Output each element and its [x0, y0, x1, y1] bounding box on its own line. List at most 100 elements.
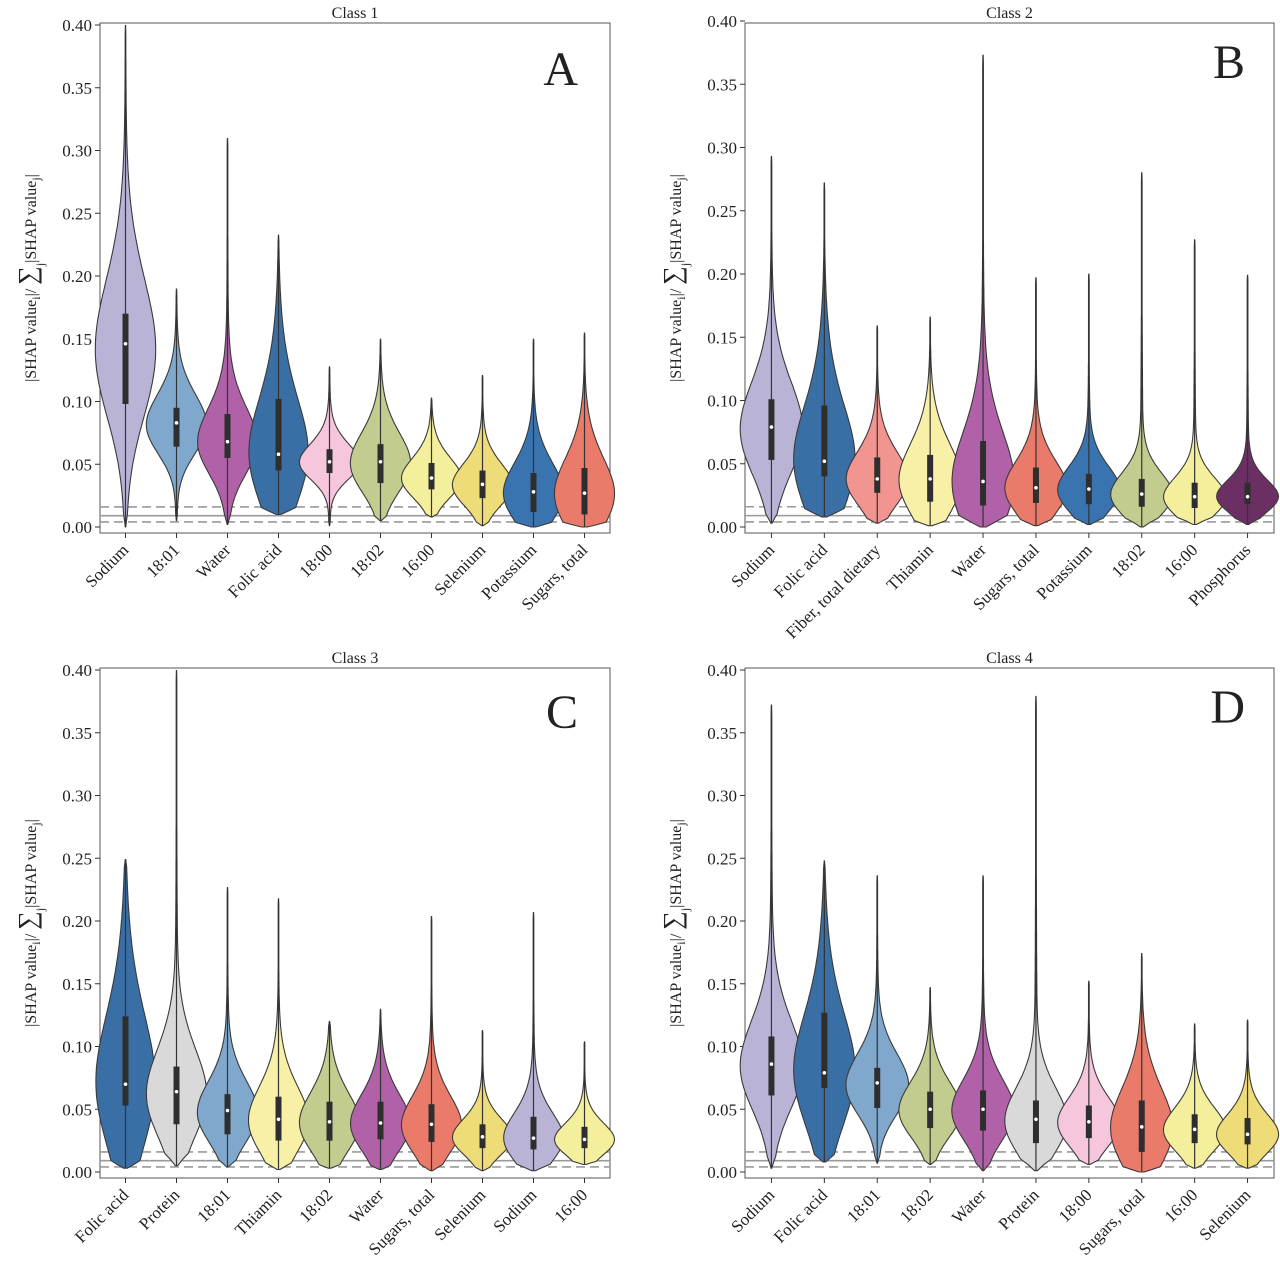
- x-tick-label: 18:00: [296, 540, 337, 581]
- violin-median: [1087, 487, 1091, 491]
- x-tick-label: 18:02: [347, 540, 388, 581]
- x-tick-label: 16:00: [551, 1185, 592, 1226]
- y-axis-label-part: |SHAP value: [668, 826, 685, 908]
- plot-frame: [99, 22, 611, 534]
- violin-median: [769, 1062, 774, 1066]
- x-tick-label: 18:01: [143, 540, 184, 581]
- x-tick-label: Sodium: [727, 540, 778, 591]
- plot-frame: [99, 667, 611, 1179]
- violin-median: [327, 459, 332, 464]
- violin-iqr-box: [1032, 467, 1039, 503]
- y-tick-label: 0.00: [707, 518, 737, 537]
- y-axis-label-part: j: [29, 177, 43, 181]
- panel-letter: B: [1213, 36, 1245, 89]
- violin-iqr-box: [224, 414, 231, 458]
- violin-median: [174, 1089, 179, 1094]
- violin-iqr-box: [821, 1012, 828, 1088]
- violin-median: [1192, 494, 1197, 499]
- y-tick-label: 0.15: [62, 975, 92, 994]
- x-tick-label: Water: [948, 1185, 990, 1227]
- y-tick-label: 0.00: [62, 1163, 92, 1182]
- violin-median: [981, 1107, 985, 1112]
- violin-iqr-box: [122, 1016, 129, 1106]
- x-tick-label: Selenium: [430, 1185, 489, 1244]
- y-axis-label-part: |: [668, 819, 685, 822]
- x-tick-label: 18:02: [296, 1185, 337, 1226]
- violin-iqr-box: [1032, 1100, 1039, 1144]
- panel-a: Class 1 A 0.00 0.05 0.10 0.15 0.20 0.25 0.30 0.35…: [13, 5, 616, 614]
- x-tick-label: Folic acid: [71, 1185, 133, 1247]
- violin-median: [480, 1135, 485, 1139]
- y-tick-label: 0.40: [62, 661, 92, 680]
- panel-letter: C: [546, 686, 578, 739]
- y-tick-label: 0.40: [707, 661, 737, 680]
- x-tick-label: 16:00: [1161, 540, 1202, 581]
- violin-median: [378, 459, 383, 464]
- y-tick-label: 0.15: [62, 330, 92, 349]
- y-tick-label: 0.05: [707, 455, 737, 474]
- violin-median: [429, 476, 434, 480]
- violin-median: [1087, 1120, 1091, 1124]
- y-tick-label: 0.35: [62, 724, 92, 743]
- y-axis-label-part: i: [674, 296, 688, 300]
- x-tick-label: Protein: [995, 1185, 1044, 1234]
- y-axis-label-part: ∑: [658, 266, 687, 285]
- violin-iqr-box: [821, 405, 828, 477]
- x-tick-label: 18:02: [1108, 540, 1149, 581]
- x-tick-label: Water: [948, 540, 990, 582]
- y-axis-label-part: ∑: [13, 911, 42, 930]
- y-tick-label: 0.25: [62, 204, 92, 223]
- plot-frame: [744, 22, 1275, 534]
- x-tick-label: 18:01: [843, 1185, 884, 1226]
- y-tick-label: 0.35: [707, 724, 737, 743]
- violin-median: [123, 1082, 128, 1086]
- y-axis-label: |SHAP valuei|/ ∑j|SHAP valuej|: [13, 819, 47, 1027]
- y-axis-label-part: |SHAP value: [23, 945, 40, 1027]
- y-tick-label: 0.05: [62, 1100, 92, 1119]
- panel-c: Class 3 C 0.00 0.05 0.10 0.15 0.20 0.25 0.30 0.35…: [13, 650, 616, 1259]
- y-axis-label-part: j: [29, 822, 43, 826]
- violin-iqr-box: [377, 444, 384, 484]
- y-tick-label: 0.05: [707, 1100, 737, 1119]
- x-tick-label: 16:00: [398, 540, 439, 581]
- violin-median: [531, 490, 536, 494]
- chart-title: Class 2: [986, 5, 1033, 22]
- x-tick-label: 18:02: [896, 1185, 937, 1226]
- y-tick-label: 0.25: [707, 202, 737, 221]
- violin-median: [769, 425, 774, 429]
- x-tick-label: Folic acid: [770, 1185, 832, 1247]
- y-axis-label: |SHAP valuei|/ ∑j|SHAP valuej|: [13, 174, 47, 382]
- y-axis-label-part: |/: [668, 930, 685, 942]
- y-tick-label: 0.30: [707, 787, 737, 806]
- violin-iqr-box: [768, 1036, 775, 1096]
- y-tick-label: 0.00: [707, 1163, 737, 1182]
- violin-median: [822, 1071, 827, 1075]
- y-axis-label-part: |: [668, 174, 685, 177]
- violin-iqr-box: [874, 1067, 881, 1108]
- violin-median: [928, 477, 932, 481]
- violin-median: [429, 1122, 434, 1127]
- violin-median: [1139, 1125, 1144, 1129]
- x-tick-label: Fiber, total dietary: [782, 540, 884, 642]
- y-axis-label-part: ∑: [13, 266, 42, 285]
- y-tick-label: 0.30: [707, 139, 737, 158]
- panel-letter: D: [1210, 681, 1245, 734]
- violin-median: [875, 477, 880, 481]
- y-axis-label-part: i: [29, 296, 43, 300]
- y-tick-label: 0.25: [62, 849, 92, 868]
- violin-median: [1034, 485, 1038, 490]
- y-axis-label-part: |SHAP value: [668, 945, 685, 1027]
- y-axis-label-part: |SHAP value: [668, 181, 685, 263]
- violin-iqr-box: [980, 440, 987, 506]
- y-axis-label-part: j: [674, 822, 688, 826]
- violin-iqr-box: [428, 462, 435, 490]
- y-axis-label-part: |SHAP value: [668, 300, 685, 382]
- x-tick-label: 16:00: [1161, 1185, 1202, 1226]
- y-axis-label-part: j: [678, 908, 692, 912]
- y-axis-label: |SHAP valuei|/ ∑j|SHAP valuej|: [658, 174, 692, 382]
- violin-iqr-box: [377, 1101, 384, 1140]
- y-axis-label-part: |SHAP value: [23, 181, 40, 263]
- violin-median: [378, 1121, 383, 1125]
- violin-iqr-box: [173, 1066, 180, 1125]
